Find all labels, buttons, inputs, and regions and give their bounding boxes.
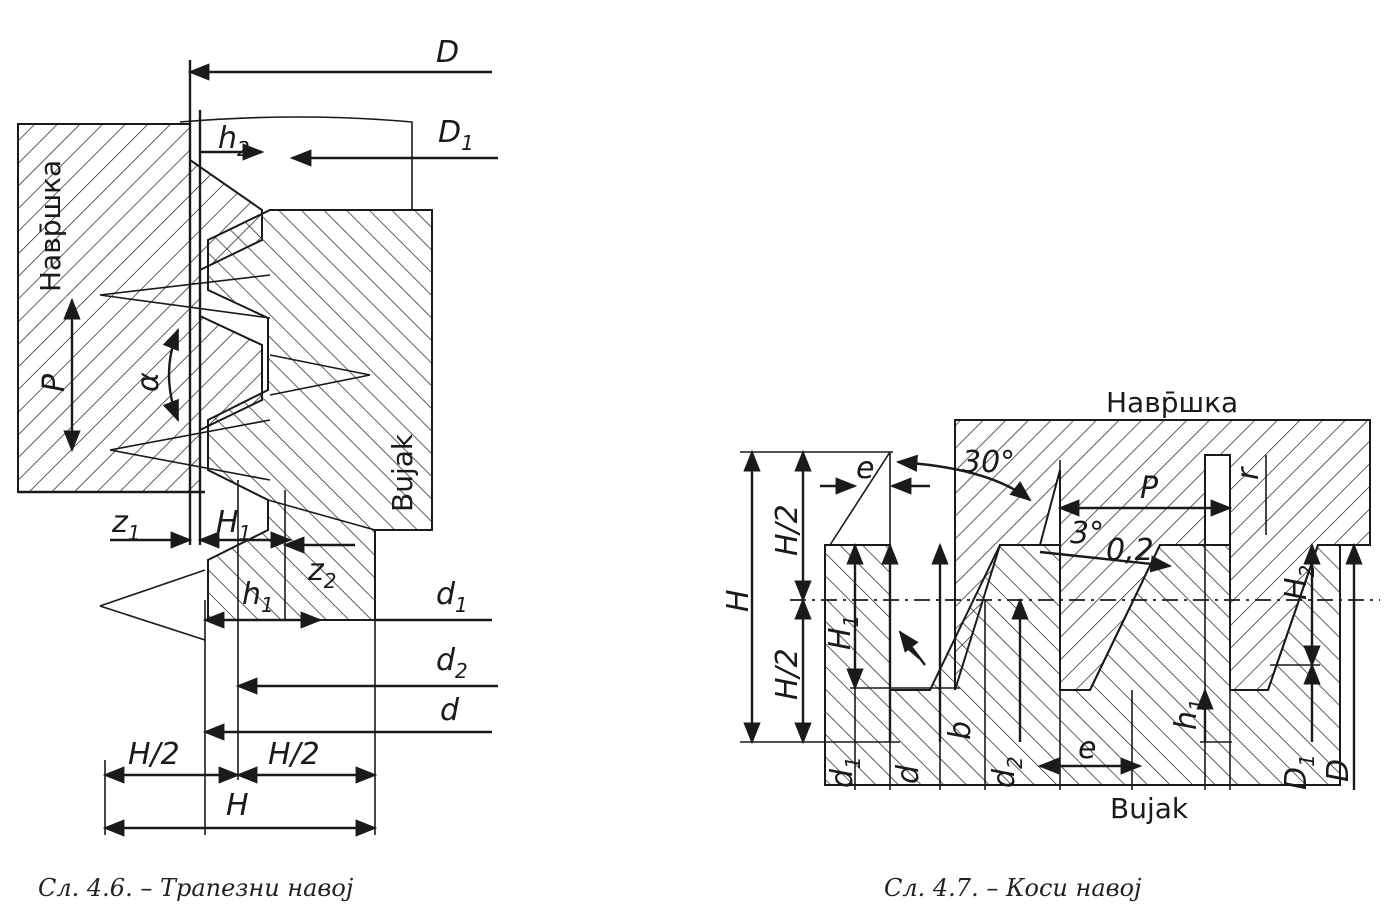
- dim-D1: D1: [1279, 754, 1319, 790]
- dim-D: D: [1321, 759, 1356, 782]
- nut-label-fig1: Навр̄шка: [34, 160, 67, 292]
- dim-z2: z2: [307, 553, 336, 593]
- dim-h1: h1: [1169, 698, 1209, 730]
- dim-e-top: e: [856, 451, 874, 486]
- bolt-label-fig2: Bujak: [1110, 792, 1189, 825]
- dim-d1: d1: [825, 756, 865, 788]
- dim-H2: H2: [1279, 565, 1319, 600]
- dim-z1: z1: [111, 505, 140, 545]
- dim-angle-30: 30°: [962, 445, 1015, 480]
- dim-r-root: r: [895, 634, 932, 664]
- dim-b: b: [943, 721, 978, 740]
- figure-buttress-thread: Навр̄шка Bujak 30° e P r 3° 0,2 H H/2 H/…: [721, 386, 1380, 902]
- figure-trapezoidal-thread: D D1 h2 Навр̄шка Bujak P α z1 H1 z2 h1 d…: [17, 35, 498, 902]
- dim-d2: d2: [436, 643, 468, 683]
- caption-fig-4-6: Сл. 4.6. – Трапезни навој: [38, 874, 354, 902]
- nut-label-fig2: Навр̄шка: [1106, 386, 1238, 419]
- dim-P: P: [37, 373, 72, 392]
- dim-d2: d2: [987, 756, 1027, 788]
- caption-fig-4-7: Сл. 4.7. – Коси навој: [884, 874, 1142, 902]
- dim-alpha: α: [131, 372, 166, 392]
- dim-H-half-bottom: H/2: [770, 648, 805, 700]
- dim-offset-0-2: 0,2: [1106, 533, 1154, 568]
- dim-H-half-top: H/2: [770, 504, 805, 556]
- dim-P: P: [1140, 471, 1159, 506]
- dim-h2: h2: [218, 121, 250, 161]
- dim-e-bottom: e: [1078, 731, 1096, 766]
- dim-H-half-left: H/2: [128, 737, 180, 772]
- dim-d: d: [440, 693, 460, 728]
- bolt-label-fig1: Bujak: [386, 433, 419, 512]
- dim-angle-3: 3°: [1070, 516, 1104, 551]
- dim-H: H: [721, 589, 756, 612]
- dim-d1: d1: [436, 577, 468, 617]
- dim-r-top: r: [1231, 466, 1266, 480]
- dim-h1: h1: [242, 577, 274, 617]
- dim-H1: H1: [216, 505, 251, 545]
- dim-H1: H1: [823, 615, 863, 650]
- bolt-section: [824, 544, 1341, 786]
- dim-H-half-right: H/2: [268, 737, 320, 772]
- dim-H: H: [226, 788, 249, 823]
- dim-d: d: [891, 764, 926, 784]
- break-line: [179, 116, 413, 210]
- dim-D1: D1: [438, 115, 474, 155]
- dim-D: D: [436, 35, 459, 70]
